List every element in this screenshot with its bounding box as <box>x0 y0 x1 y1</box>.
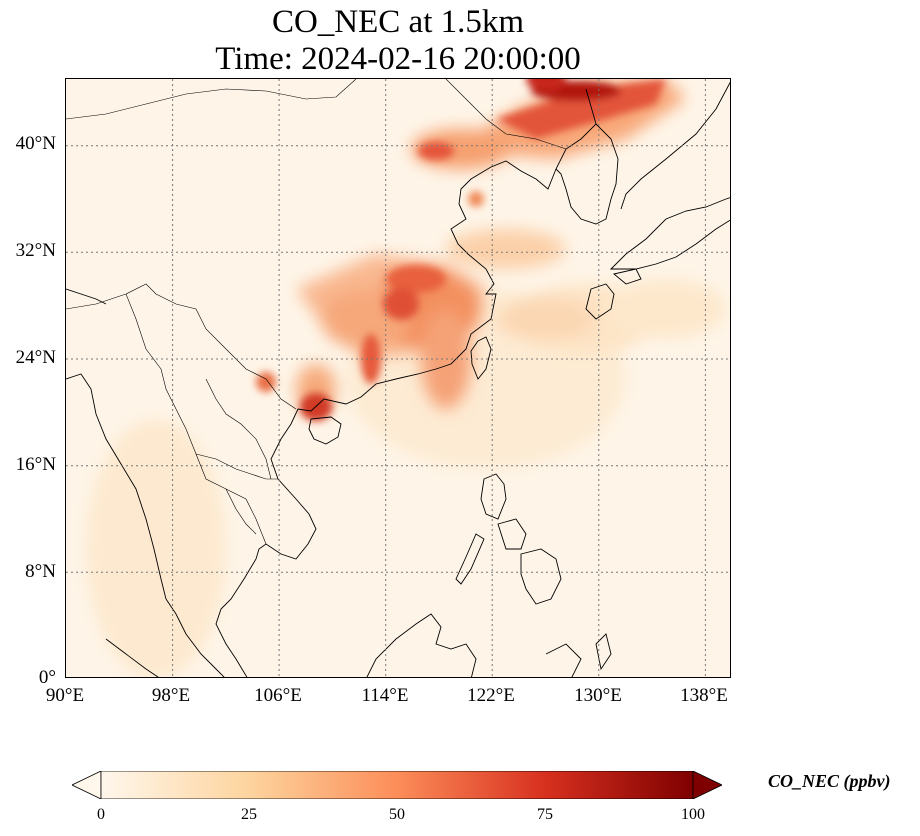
graticule <box>66 79 730 677</box>
colorbar-tick-25: 25 <box>241 806 257 823</box>
map-canvas <box>66 79 730 677</box>
map-panel <box>65 78 731 678</box>
colorbar-label: CO_NEC (ppbv) <box>768 771 891 791</box>
lon-tick-122e: 122°E <box>467 685 515 706</box>
plume-cores <box>256 79 666 421</box>
lon-tick-90e: 90°E <box>45 685 85 706</box>
lon-tick-106e: 106°E <box>254 685 302 706</box>
colorbar <box>72 771 722 799</box>
lat-tick-8n: 8°N <box>25 561 56 582</box>
colorbar-tick-75: 75 <box>537 806 553 823</box>
lon-tick-98e: 98°E <box>151 685 191 706</box>
colorbar-tick-50: 50 <box>389 806 405 823</box>
lat-tick-24n: 24°N <box>15 347 56 368</box>
lon-tick-138e: 138°E <box>680 685 728 706</box>
colorbar-min-extend-arrow <box>72 771 102 799</box>
lat-tick-32n: 32°N <box>15 240 56 261</box>
colorbar-tick-0: 0 <box>97 806 105 823</box>
colorbar-gradient <box>100 771 694 799</box>
map-title: CO_NEC at 1.5km Time: 2024-02-16 20:00:0… <box>65 4 731 78</box>
lat-tick-40n: 40°N <box>15 133 56 154</box>
title-variable: CO_NEC at 1.5km <box>271 4 525 40</box>
country-borders <box>66 79 567 545</box>
colorbar-max-extend-arrow <box>692 771 722 799</box>
lon-tick-114e: 114°E <box>361 685 409 706</box>
title-time: Time: 2024-02-16 20:00:00 <box>215 41 581 77</box>
lat-tick-16n: 16°N <box>15 454 56 475</box>
lon-tick-130e: 130°E <box>574 685 622 706</box>
co-concentration-field <box>86 79 726 677</box>
colorbar-tick-100: 100 <box>681 806 705 823</box>
coastlines-and-borders <box>66 81 730 677</box>
lat-tick-0: 0° <box>38 667 56 688</box>
